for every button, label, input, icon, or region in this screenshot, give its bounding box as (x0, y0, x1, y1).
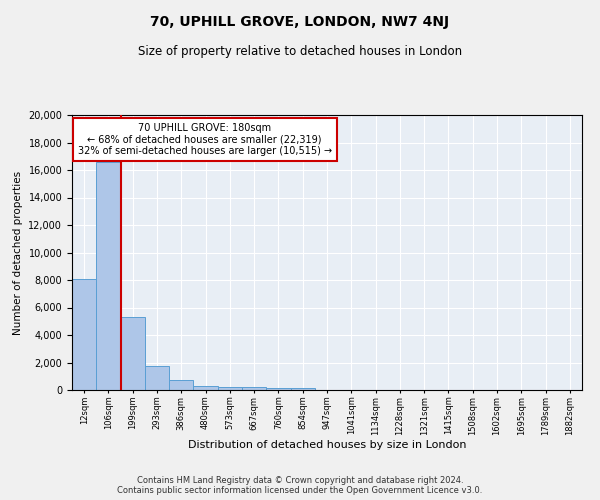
Y-axis label: Number of detached properties: Number of detached properties (13, 170, 23, 334)
Bar (242, 387, 266, 390)
X-axis label: Distribution of detached houses by size in London: Distribution of detached houses by size … (188, 440, 466, 450)
Text: 70 UPHILL GROVE: 180sqm
← 68% of detached houses are smaller (22,319)
32% of sem: 70 UPHILL GROVE: 180sqm ← 68% of detache… (77, 123, 332, 156)
Bar (290, 388, 315, 390)
Bar (169, 380, 193, 390)
Bar (193, 386, 218, 390)
Bar (145, 366, 169, 390)
Bar (218, 387, 242, 390)
Text: 70, UPHILL GROVE, LONDON, NW7 4NJ: 70, UPHILL GROVE, LONDON, NW7 4NJ (151, 15, 449, 29)
Text: Contains HM Land Registry data © Crown copyright and database right 2024.
Contai: Contains HM Land Registry data © Crown c… (118, 476, 482, 495)
Bar (72, 278, 96, 390)
Text: Size of property relative to detached houses in London: Size of property relative to detached ho… (138, 45, 462, 58)
Bar (96, 162, 121, 390)
Bar (266, 388, 290, 390)
Bar (121, 317, 145, 390)
